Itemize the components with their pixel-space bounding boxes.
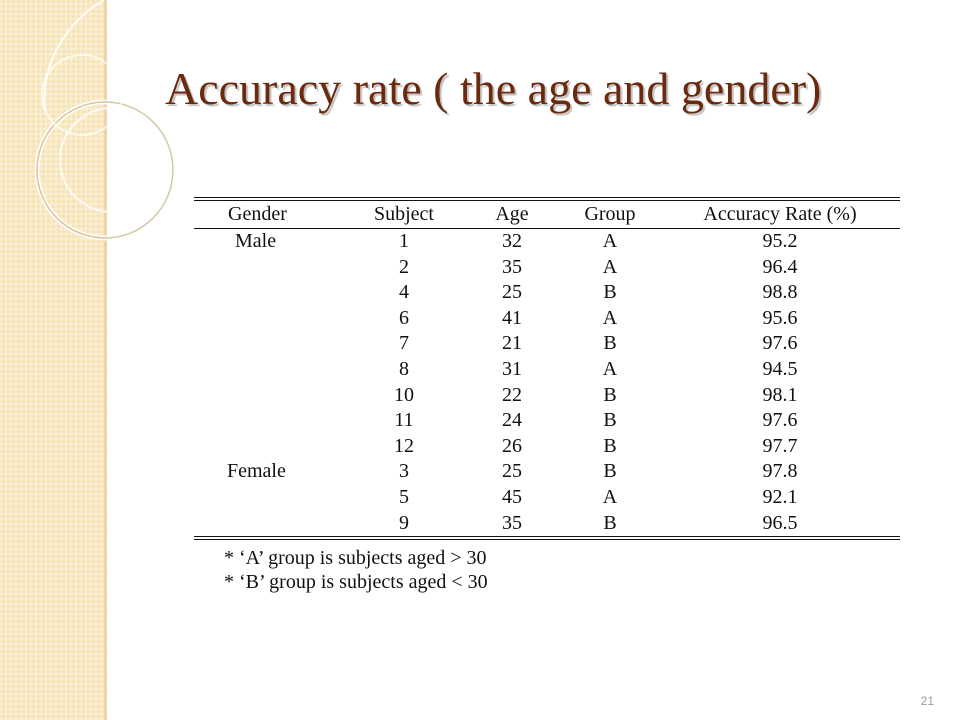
cell-accuracy-rate: 94.5 — [762, 357, 798, 380]
cell-gender: Male — [235, 230, 277, 252]
cell-age: 25 — [502, 460, 522, 483]
cell-subject: 2 — [399, 255, 409, 278]
page-number: 21 — [920, 694, 934, 708]
accuracy-table-block: Gender Subject Age Group Accuracy Rate (… — [194, 197, 900, 594]
cell-age: 45 — [502, 485, 522, 508]
cell-group: A — [602, 357, 618, 380]
table-row: 5 45 A 92.1 — [194, 485, 900, 511]
table-footnotes: * ‘A’ group is subjects aged > 30 * ‘B’ … — [194, 546, 900, 594]
table-row: 11 24 B 97.6 — [194, 408, 900, 434]
slide-title: Accuracy rate ( the age and gender) — [165, 63, 822, 114]
cell-subject: 5 — [399, 485, 409, 508]
cell-gender — [194, 511, 344, 537]
cell-subject: 8 — [399, 357, 409, 380]
cell-group: A — [602, 306, 618, 329]
cell-gender — [194, 485, 344, 511]
cell-gender — [194, 383, 344, 409]
cell-age: 41 — [502, 306, 522, 329]
cell-gender — [194, 408, 344, 434]
table-row: 10 22 B 98.1 — [194, 383, 900, 409]
table-bottom-rule — [194, 536, 900, 541]
cell-accuracy-rate: 98.8 — [762, 281, 798, 304]
cell-accuracy-rate: 92.1 — [762, 485, 798, 508]
cell-accuracy-rate: 97.6 — [762, 409, 798, 432]
cell-age: 32 — [502, 230, 522, 252]
accuracy-table: Gender Subject Age Group Accuracy Rate (… — [194, 201, 900, 536]
cell-gender: Female — [227, 460, 286, 483]
cell-accuracy-rate: 96.5 — [762, 511, 798, 534]
table-row: 4 25 B 98.8 — [194, 280, 900, 306]
table-row: 8 31 A 94.5 — [194, 357, 900, 383]
header-age: Age — [495, 203, 529, 225]
cell-age: 35 — [502, 511, 522, 534]
header-subject: Subject — [374, 203, 434, 225]
cell-group: B — [603, 460, 617, 483]
cell-subject: 1 — [399, 230, 409, 252]
table-row: Male 1 32 A 95.2 — [194, 229, 900, 255]
cell-age: 26 — [502, 434, 522, 457]
cell-subject: 12 — [394, 434, 414, 457]
cell-group: A — [602, 485, 618, 508]
cell-group: A — [602, 255, 618, 278]
footnote-group-b: * ‘B’ group is subjects aged < 30 — [224, 571, 488, 594]
decorative-rings — [34, 0, 176, 241]
cell-accuracy-rate: 97.8 — [762, 460, 798, 483]
cell-group: B — [603, 434, 617, 457]
cell-age: 31 — [502, 357, 522, 380]
cell-group: B — [603, 281, 617, 304]
cell-age: 24 — [502, 409, 522, 432]
cell-age: 22 — [502, 383, 522, 406]
cell-gender — [194, 434, 344, 460]
cell-group: B — [603, 511, 617, 534]
cell-group: B — [603, 383, 617, 406]
table-header-row: Gender Subject Age Group Accuracy Rate (… — [194, 201, 900, 228]
footnote-group-a: * ‘A’ group is subjects aged > 30 — [224, 547, 487, 570]
cell-accuracy-rate: 98.1 — [762, 383, 798, 406]
cell-subject: 9 — [399, 511, 409, 534]
cell-group: B — [603, 332, 617, 355]
cell-age: 35 — [502, 255, 522, 278]
cell-subject: 3 — [399, 460, 409, 483]
cell-gender — [194, 255, 344, 281]
table-row: 2 35 A 96.4 — [194, 255, 900, 281]
cell-group: B — [603, 409, 617, 432]
table-row: Female 3 25 B 97.8 — [194, 459, 900, 485]
header-rule — [194, 228, 900, 229]
table-top-rule — [194, 197, 900, 201]
cell-subject: 11 — [394, 409, 414, 432]
cell-gender — [194, 306, 344, 332]
header-accuracy-rate: Accuracy Rate (%) — [703, 203, 857, 225]
cell-accuracy-rate: 97.6 — [762, 332, 798, 355]
cell-subject: 6 — [399, 306, 409, 329]
table-row: 12 26 B 97.7 — [194, 434, 900, 460]
cell-subject: 7 — [399, 332, 409, 355]
cell-accuracy-rate: 95.2 — [762, 230, 798, 252]
table-row: 9 35 B 96.5 — [194, 511, 900, 537]
cell-gender — [194, 280, 344, 306]
cell-age: 25 — [502, 281, 522, 304]
cell-subject: 10 — [394, 383, 414, 406]
cell-subject: 4 — [399, 281, 409, 304]
cell-accuracy-rate: 95.6 — [762, 306, 798, 329]
cell-accuracy-rate: 96.4 — [762, 255, 798, 278]
table-row: 6 41 A 95.6 — [194, 306, 900, 332]
cell-group: A — [602, 230, 618, 252]
cell-age: 21 — [502, 332, 522, 355]
table-row: 7 21 B 97.6 — [194, 331, 900, 357]
header-gender: Gender — [228, 203, 287, 225]
cell-gender — [194, 331, 344, 357]
header-group: Group — [584, 203, 636, 225]
cell-gender — [194, 357, 344, 383]
cell-accuracy-rate: 97.7 — [762, 434, 798, 457]
